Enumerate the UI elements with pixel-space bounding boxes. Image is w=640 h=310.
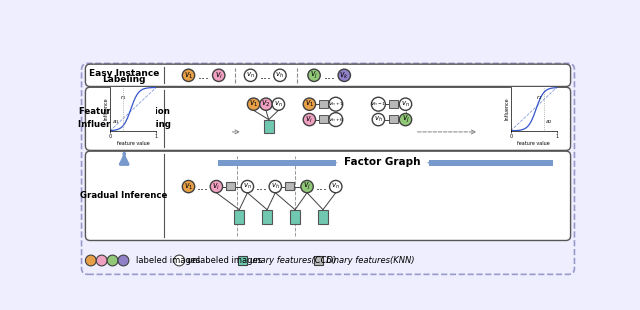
Bar [290,210,300,224]
Circle shape [85,255,96,266]
Text: $v_1$: $v_1$ [184,181,193,192]
Text: $v_1$: $v_1$ [305,99,314,109]
Text: ...: ... [316,180,328,193]
X-axis label: feature value: feature value [517,141,550,146]
Text: ...: ... [196,180,209,193]
Circle shape [107,255,118,266]
Circle shape [269,180,282,193]
Text: ...: ... [255,180,268,193]
Text: ...: ... [198,69,210,82]
Text: Feature Extraction: Feature Extraction [79,107,170,116]
Circle shape [118,255,129,266]
Text: $v_i$: $v_i$ [212,181,220,192]
Text: $v_h$: $v_h$ [374,115,383,124]
Bar [227,182,235,190]
Text: $v_h$: $v_h$ [271,182,280,191]
Text: $v_n$: $v_n$ [246,71,255,80]
Circle shape [182,69,195,82]
Circle shape [371,97,385,111]
Text: ...: ... [324,69,335,82]
Bar [319,115,328,123]
Circle shape [174,255,184,266]
Circle shape [182,180,195,193]
Circle shape [329,97,343,111]
Bar [264,120,274,133]
Text: $r_1$: $r_1$ [120,94,127,103]
Circle shape [303,113,316,126]
Text: Labeling: Labeling [102,75,146,84]
FancyBboxPatch shape [218,160,336,166]
Circle shape [338,69,351,82]
Circle shape [260,98,272,110]
Text: labeled images: labeled images [136,256,200,265]
FancyBboxPatch shape [85,151,571,241]
Bar [318,210,328,224]
Circle shape [399,98,412,110]
Text: Influence Modeling: Influence Modeling [77,120,171,129]
Circle shape [372,113,385,126]
Text: $v_j$: $v_j$ [310,70,318,81]
FancyBboxPatch shape [429,160,553,166]
Circle shape [330,180,342,193]
Circle shape [301,180,313,193]
Circle shape [329,113,343,126]
Text: $v_{n+1}$: $v_{n+1}$ [328,100,344,108]
Text: $v_h$: $v_h$ [275,71,284,80]
Bar [234,210,244,224]
Text: $v_n$: $v_n$ [243,182,252,191]
Text: Easy Instance: Easy Instance [89,69,159,78]
Circle shape [272,98,285,110]
Circle shape [210,180,223,193]
Bar [389,100,397,108]
Bar [285,182,294,190]
Circle shape [303,98,316,110]
Text: $v_j$: $v_j$ [303,181,311,192]
Text: $v_n$: $v_n$ [401,100,410,109]
Circle shape [399,113,412,126]
Text: $v_n$: $v_n$ [332,182,340,191]
Text: Gradual Inference: Gradual Inference [81,191,168,200]
Text: unlabeled images: unlabeled images [187,256,262,265]
Text: $v_{h-1}$: $v_{h-1}$ [371,100,387,108]
Text: Factor Graph: Factor Graph [344,157,420,167]
Text: $v_{n+6}$: $v_{n+6}$ [328,116,344,124]
Text: $r_2$: $r_2$ [536,94,543,103]
Text: $v_i$: $v_i$ [305,114,314,125]
Text: $v_i$: $v_i$ [215,70,223,81]
Y-axis label: Influence: Influence [504,98,509,120]
Text: $a_2$: $a_2$ [545,118,553,126]
Text: &: & [120,113,128,122]
Circle shape [274,69,286,82]
Circle shape [244,69,257,82]
Text: $v_1$: $v_1$ [184,70,193,81]
Text: $v_2$: $v_2$ [261,99,271,109]
Circle shape [248,98,260,110]
Text: $v_n$: $v_n$ [274,100,283,109]
Circle shape [308,69,320,82]
Y-axis label: Influence: Influence [104,98,109,120]
Text: $v_j$: $v_j$ [401,114,410,125]
Text: binary features(KNN): binary features(KNN) [326,256,414,265]
Text: unary features(CCD): unary features(CCD) [250,256,336,265]
Bar [319,100,328,108]
Bar [238,256,248,265]
FancyBboxPatch shape [81,63,575,274]
Text: ...: ... [260,69,272,82]
Text: $a_1$: $a_1$ [112,118,120,126]
FancyBboxPatch shape [85,87,571,150]
X-axis label: feature value: feature value [116,141,150,146]
Bar [314,256,323,265]
Text: $v_k$: $v_k$ [339,70,349,81]
Circle shape [241,180,253,193]
Circle shape [212,69,225,82]
Text: $v_1$: $v_1$ [249,99,259,109]
Bar [262,210,272,224]
Bar [389,115,397,123]
Circle shape [96,255,107,266]
FancyBboxPatch shape [85,64,571,86]
